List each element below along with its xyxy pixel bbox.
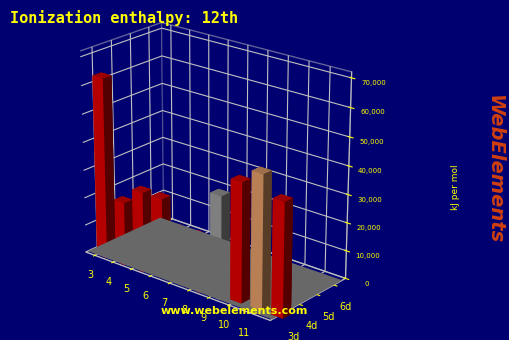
Text: www.webelements.com: www.webelements.com — [161, 306, 307, 316]
Text: Ionization enthalpy: 12th: Ionization enthalpy: 12th — [10, 10, 238, 26]
Text: WebElements: WebElements — [484, 96, 503, 244]
